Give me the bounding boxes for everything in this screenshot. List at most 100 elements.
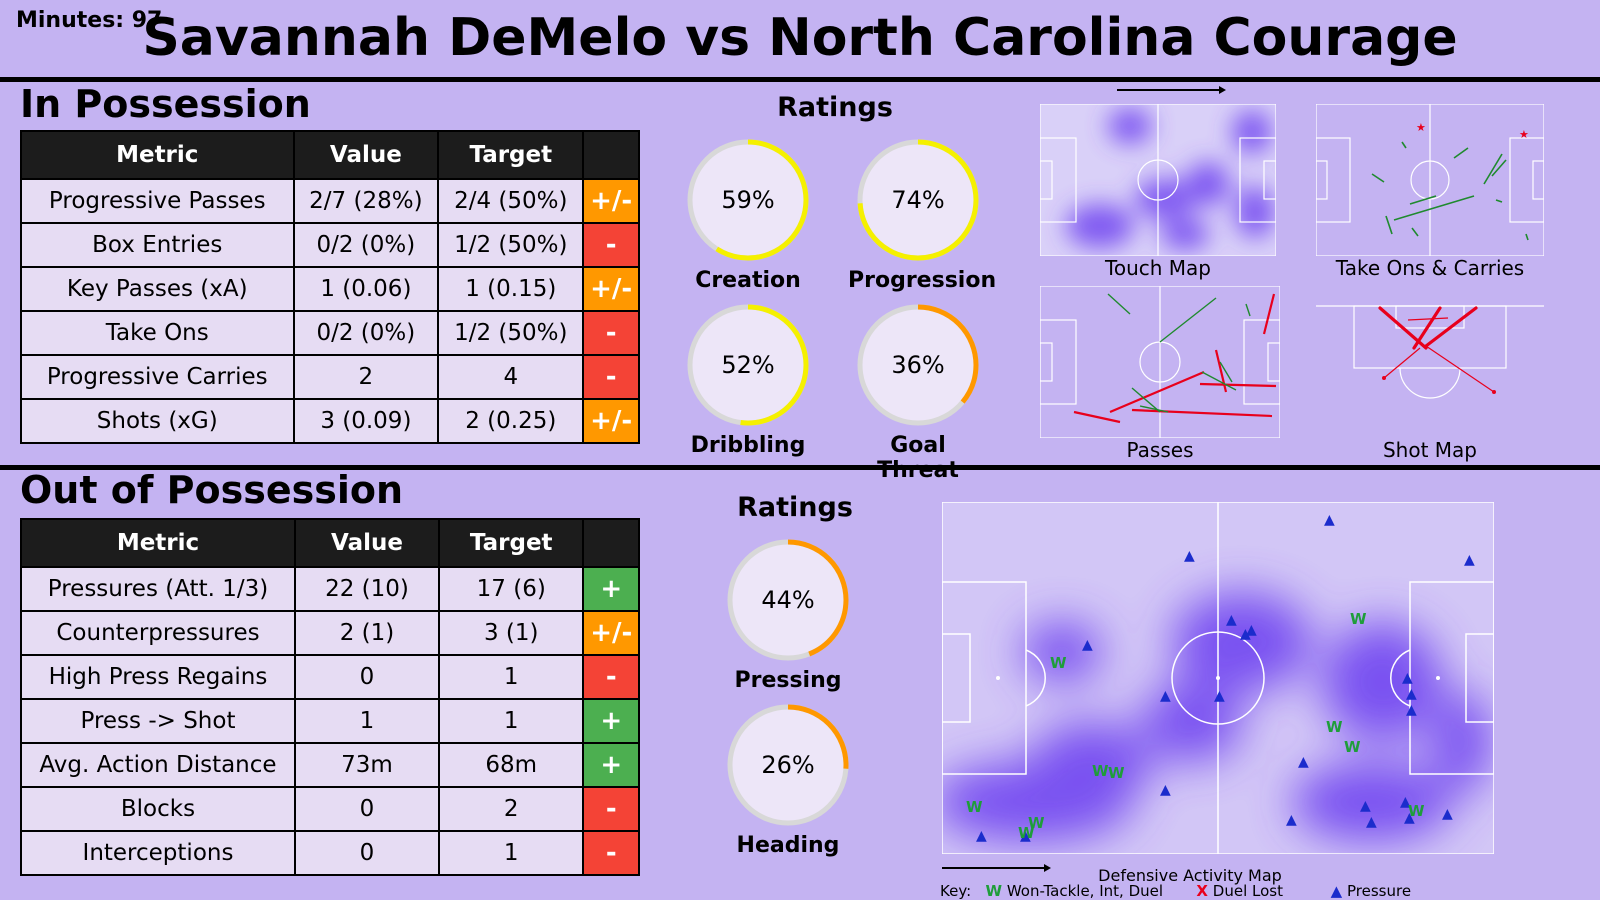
- shot-map: [1316, 305, 1544, 399]
- svg-text:▲: ▲: [1406, 702, 1417, 718]
- svg-text:▲: ▲: [1400, 794, 1411, 810]
- table-row: Box Entries 0/2 (0%) 1/2 (50%) -: [20, 222, 640, 268]
- touch-map: [1040, 104, 1276, 256]
- value-cell: 0: [293, 830, 441, 876]
- metric-cell: Blocks: [20, 786, 296, 832]
- rating-gauge: 52% Dribbling: [678, 301, 818, 458]
- metric-cell: Box Entries: [20, 222, 295, 268]
- table-row: Shots (xG) 3 (0.09) 2 (0.25) +/-: [20, 398, 640, 444]
- shot-points: [1382, 376, 1496, 394]
- gauge-ring: 36%: [857, 304, 979, 426]
- gauge-fill: [727, 704, 849, 826]
- target-cell: 4: [437, 354, 585, 400]
- svg-text:W: W: [1028, 814, 1045, 832]
- lost-key-label: Duel Lost: [1212, 882, 1283, 900]
- svg-text:W: W: [1050, 654, 1067, 672]
- svg-text:W: W: [1344, 738, 1361, 756]
- target-cell: 1: [437, 830, 585, 876]
- svg-text:▲: ▲: [1246, 622, 1257, 638]
- col-status: [582, 518, 640, 568]
- rating-gauge: 26% Heading: [718, 701, 858, 858]
- svg-text:▲: ▲: [1082, 637, 1093, 653]
- svg-text:▲: ▲: [1214, 688, 1225, 704]
- pressure-markers: ▲▲ ▲ ▲▲▲ ▲▲ ▲ ▲▲▲ ▲▲▲ ▲▲▲ ▲ ▲▲ ▲: [976, 512, 1475, 844]
- key-label: Key:: [940, 882, 972, 900]
- minutes-played: Minutes: 97: [16, 8, 163, 33]
- ip-ratings-title: Ratings: [777, 92, 893, 123]
- svg-text:W: W: [1108, 764, 1125, 782]
- status-badge: +: [582, 698, 640, 744]
- gauge-label: Progression: [848, 268, 997, 293]
- gauge-fill: [687, 304, 809, 426]
- touch-map-heat: [1066, 108, 1275, 250]
- rating-gauge: 36% Goal Threat: [848, 301, 988, 483]
- oop-ratings-title: Ratings: [737, 492, 853, 523]
- svg-text:▲: ▲: [976, 828, 987, 844]
- touch-map-caption: Touch Map: [1105, 256, 1211, 280]
- defensive-activity-map: ▲▲ ▲ ▲▲▲ ▲▲ ▲ ▲▲▲ ▲▲▲ ▲▲▲ ▲ ▲▲ ▲ WWW WW W WW…: [942, 502, 1494, 854]
- table-row: High Press Regains 0 1-: [20, 654, 640, 700]
- metric-cell: Avg. Action Distance: [20, 742, 296, 788]
- target-cell: 1: [437, 698, 585, 744]
- touch-map-lines: [1040, 104, 1276, 256]
- gauge-value: 52%: [721, 351, 774, 379]
- svg-text:▲: ▲: [1464, 552, 1475, 568]
- svg-text:W: W: [1092, 762, 1109, 780]
- metric-cell: Key Passes (xA): [20, 266, 295, 312]
- gauge-ring: 44%: [727, 539, 849, 661]
- table-row: Counterpressures 2 (1) 3 (1) +/-: [20, 610, 640, 656]
- won-key-icon: W: [985, 882, 1003, 900]
- lost-key-icon: X: [1196, 882, 1208, 900]
- svg-text:▲: ▲: [1442, 806, 1453, 822]
- value-cell: 22 (10): [293, 566, 441, 612]
- target-cell: 17 (6): [437, 566, 585, 612]
- section-divider: [0, 465, 1600, 470]
- metric-cell: Shots (xG): [20, 398, 295, 444]
- carry-lines: [1371, 141, 1529, 241]
- takeons-carries-map: ★ ★: [1316, 104, 1544, 256]
- svg-text:▲: ▲: [1298, 754, 1309, 770]
- metric-cell: High Press Regains: [20, 654, 296, 700]
- gauge-label: Goal Threat: [877, 433, 959, 483]
- out-of-possession-table: Metric Value Target Pressures (Att. 1/3)…: [20, 518, 640, 876]
- won-markers: WWW WW W WWW W: [966, 610, 1425, 842]
- gauge-label: Pressing: [734, 668, 842, 693]
- col-value: Value: [293, 518, 441, 568]
- value-cell: 0: [293, 654, 441, 700]
- gauge-fill: [687, 139, 809, 261]
- svg-text:▲: ▲: [1286, 812, 1297, 828]
- metric-cell: Progressive Passes: [20, 178, 295, 224]
- svg-text:W: W: [966, 798, 983, 816]
- shot-lines: [1378, 306, 1478, 350]
- gauge-ring: 59%: [687, 139, 809, 261]
- status-badge: -: [582, 786, 640, 832]
- gauge-ring: 26%: [727, 704, 849, 826]
- shot-lines-thin: [1383, 317, 1495, 393]
- table-row: Progressive Passes 2/7 (28%) 2/4 (50%) +/-: [20, 178, 640, 224]
- table-row: Blocks 0 2-: [20, 786, 640, 832]
- status-badge: -: [582, 310, 640, 356]
- gauge-fill: [727, 539, 849, 661]
- gauge-label: Dribbling: [690, 433, 806, 458]
- takeon-markers: ★ ★: [1416, 121, 1529, 141]
- col-target: Target: [437, 518, 585, 568]
- defensive-map-title: Defensive Activity Map: [1098, 866, 1282, 885]
- target-cell: 1: [437, 654, 585, 700]
- target-cell: 68m: [437, 742, 585, 788]
- failed-passes: [1073, 293, 1277, 424]
- svg-text:★: ★: [1416, 121, 1426, 134]
- status-badge: -: [582, 222, 640, 268]
- target-cell: 2 (0.25): [437, 398, 585, 444]
- gauge-fill: [857, 304, 979, 426]
- col-value: Value: [292, 130, 440, 180]
- value-cell: 0/2 (0%): [292, 310, 440, 356]
- gauge-value: 44%: [761, 586, 814, 614]
- status-badge: +/-: [582, 610, 640, 656]
- svg-text:▲: ▲: [1406, 686, 1417, 702]
- svg-text:★: ★: [1519, 128, 1529, 141]
- value-cell: 2: [292, 354, 440, 400]
- svg-text:▲: ▲: [1402, 670, 1413, 686]
- value-cell: 1 (0.06): [292, 266, 440, 312]
- target-cell: 2: [437, 786, 585, 832]
- passes-map: [1040, 286, 1280, 438]
